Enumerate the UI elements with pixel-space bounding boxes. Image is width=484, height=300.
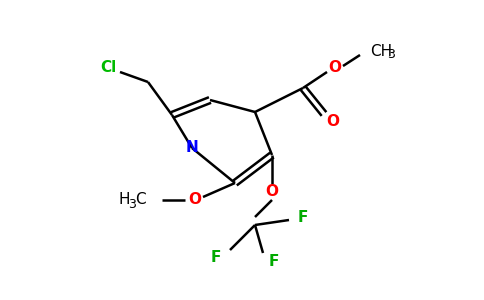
Text: O: O — [188, 193, 201, 208]
Text: F: F — [298, 211, 308, 226]
Text: O: O — [327, 113, 339, 128]
Text: 3: 3 — [128, 197, 136, 211]
Text: C: C — [135, 193, 145, 208]
Text: H: H — [118, 193, 130, 208]
Text: N: N — [186, 140, 198, 155]
Text: Cl: Cl — [100, 61, 116, 76]
Text: F: F — [269, 254, 279, 268]
Text: O: O — [329, 61, 342, 76]
Text: O: O — [266, 184, 278, 200]
Text: 3: 3 — [387, 49, 395, 62]
Text: F: F — [211, 250, 221, 265]
Text: CH: CH — [370, 44, 392, 59]
